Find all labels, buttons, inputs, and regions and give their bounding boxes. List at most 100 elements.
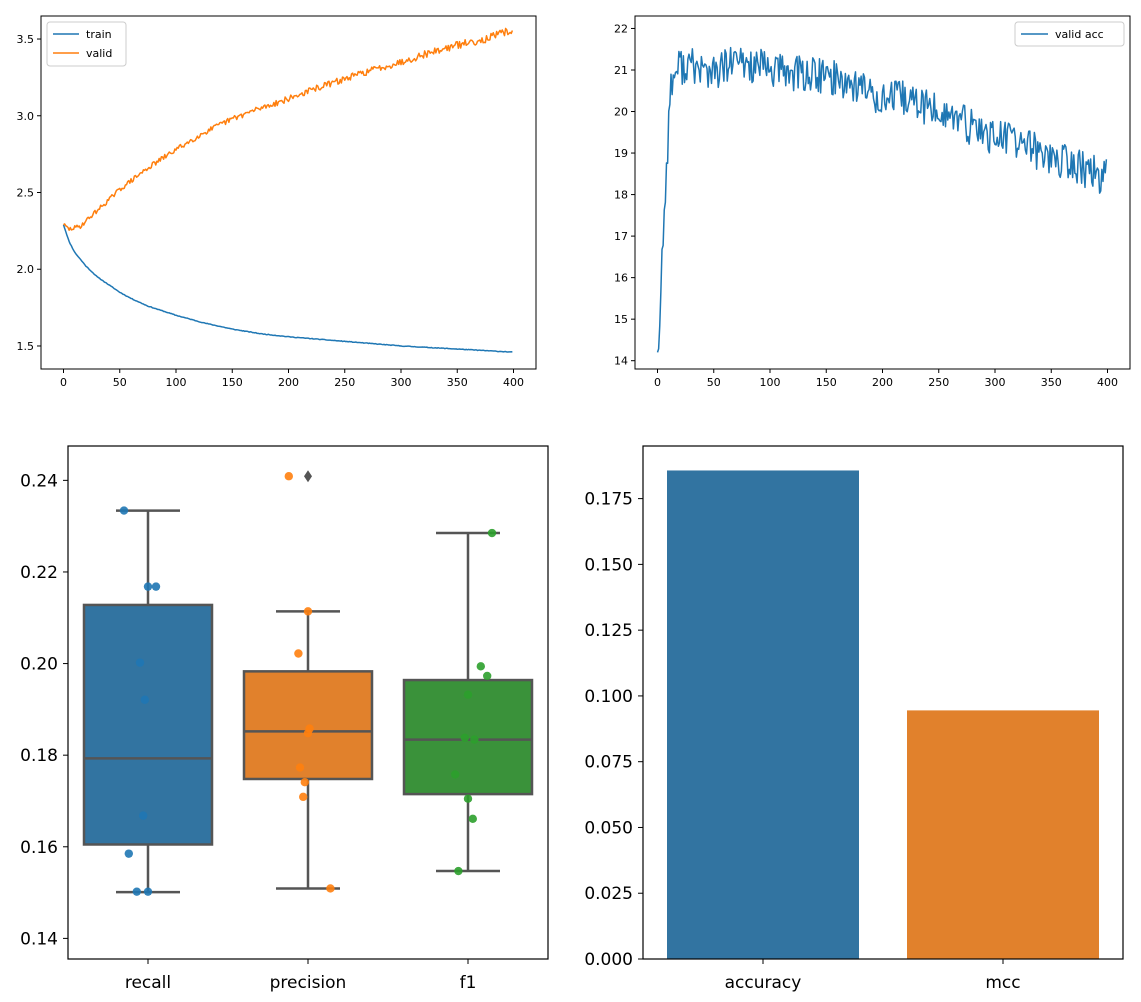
precision-data-point	[284, 472, 293, 481]
mcc-x-tick-label: mcc	[985, 973, 1020, 993]
legend-valid-acc-label: valid acc	[1055, 28, 1104, 41]
valid-acc-line-chart: 0 50 100 150 200 250 300 350 400 14 15 16 17 18 19 20 2…	[614, 15, 1131, 389]
loss-x-tick-label: 200	[278, 376, 299, 389]
loss-x-tick-label: 300	[391, 376, 412, 389]
acc-y-tick-label: 17	[614, 230, 628, 243]
f1-data-point	[463, 794, 473, 803]
f1-data-point	[468, 814, 477, 824]
bar-x-axis: accuracy mcc	[725, 959, 1021, 993]
loss-legend-box	[46, 21, 127, 67]
acc-y-tick-label: 21	[614, 64, 628, 77]
recall-data-point	[143, 582, 153, 591]
loss-series-valid	[63, 27, 514, 231]
acc-y-axis: 14 15 16 17 18 19 20 21 22	[614, 22, 635, 368]
box-plot-content	[82, 470, 534, 896]
loss-x-tick-label: 350	[447, 376, 468, 389]
precision-box	[242, 670, 374, 781]
f1-data-point	[460, 733, 469, 742]
loss-x-tick-label: 50	[113, 376, 127, 389]
acc-x-tick-label: 100	[760, 376, 781, 389]
loss-x-tick-label: 0	[60, 376, 67, 389]
accuracy-x-tick-label: accuracy	[725, 973, 802, 993]
f1-data-point	[451, 770, 460, 779]
acc-y-tick-label: 22	[614, 22, 628, 35]
bar-y-tick-label: 0.175	[584, 490, 633, 510]
box-y-tick-label: 0.14	[20, 929, 58, 949]
precision-x-tick-label: precision	[270, 973, 347, 993]
precision-outlier-marker	[304, 470, 312, 483]
bar-y-tick-label: 0.100	[584, 687, 633, 707]
f1-x-tick-label: f1	[460, 973, 477, 993]
loss-series-group	[62, 27, 514, 353]
box-y-tick-label: 0.16	[20, 838, 58, 858]
bar-y-tick-label: 0.025	[584, 884, 633, 904]
f1-data-point	[454, 866, 463, 876]
acc-x-axis: 0 50 100 150 200 250 300 350 400	[654, 369, 1118, 389]
box-y-tick-label: 0.20	[20, 655, 58, 675]
acc-series-group	[656, 46, 1108, 353]
recall-data-point	[135, 658, 145, 667]
loss-y-tick-label: 2.0	[17, 263, 35, 276]
acc-x-tick-label: 50	[707, 376, 721, 389]
precision-data-point	[303, 728, 313, 738]
loss-y-axis: 1.5 2.0 2.5 3.0 3.5	[17, 33, 41, 353]
accuracy-bar	[667, 470, 859, 959]
mcc-bar	[907, 710, 1099, 959]
f1-data-point	[463, 690, 473, 699]
precision-data-point	[326, 884, 335, 893]
loss-series-train	[62, 224, 513, 353]
bar-y-tick-label: 0.050	[584, 818, 633, 838]
recall-data-point	[140, 695, 149, 704]
acc-y-tick-label: 15	[614, 313, 628, 326]
box-x-axis: recall precision f1	[125, 959, 477, 993]
loss-line-chart: 0 50 100 150 200 250 300 350 400 1.5 2.0 2.5 3.0 3.5…	[17, 15, 537, 389]
loss-x-tick-label: 100	[166, 376, 187, 389]
precision-data-point	[299, 792, 308, 802]
acc-x-tick-label: 400	[1097, 376, 1118, 389]
metrics-box-plot: 0.14 0.16 0.18 0.20 0.22 0.24 recall precision…	[20, 445, 549, 993]
precision-data-point	[295, 763, 305, 772]
box-y-tick-label: 0.18	[20, 746, 58, 766]
box-y-axis: 0.14 0.16 0.18 0.20 0.22 0.24	[20, 471, 68, 949]
loss-x-axis: 0 50 100 150 200 250 300 350 400	[60, 369, 524, 389]
acc-x-tick-label: 200	[872, 376, 893, 389]
legend-train-label: train	[86, 28, 112, 41]
loss-legend: train valid	[46, 21, 127, 67]
recall-data-point	[132, 887, 141, 896]
acc-x-tick-label: 150	[816, 376, 837, 389]
acc-series-valid-acc	[656, 46, 1108, 353]
f1-data-point	[487, 528, 497, 538]
loss-y-tick-label: 3.0	[17, 110, 35, 123]
f1-box	[402, 678, 534, 796]
recall-data-point	[124, 849, 133, 858]
acc-y-tick-label: 20	[614, 106, 628, 119]
legend-valid-label: valid	[86, 47, 112, 60]
acc-legend-box	[1014, 21, 1125, 47]
f1-data-point	[470, 735, 479, 744]
f1-data-point	[476, 662, 485, 671]
acc-y-tick-label: 16	[614, 272, 628, 285]
acc-y-tick-label: 14	[614, 355, 628, 368]
bar-y-tick-label: 0.000	[584, 950, 633, 970]
recall-data-point	[151, 582, 161, 591]
loss-y-tick-label: 3.5	[17, 33, 35, 46]
bar-y-tick-label: 0.125	[584, 621, 633, 641]
recall-data-point	[139, 811, 148, 820]
bar-chart-content	[667, 470, 1099, 959]
loss-y-tick-label: 1.5	[17, 340, 35, 353]
box-y-tick-label: 0.22	[20, 563, 58, 583]
acc-x-tick-label: 350	[1041, 376, 1062, 389]
recall-box	[82, 603, 214, 846]
f1-data-point	[483, 671, 492, 681]
acc-y-tick-label: 19	[614, 147, 628, 160]
acc-legend: valid acc	[1014, 21, 1125, 47]
acc-y-tick-label: 18	[614, 189, 628, 202]
loss-x-tick-label: 150	[222, 376, 243, 389]
bar-y-tick-label: 0.075	[584, 753, 633, 773]
loss-x-tick-label: 250	[334, 376, 355, 389]
loss-x-tick-label: 400	[503, 376, 524, 389]
precision-data-point	[300, 777, 309, 787]
loss-y-tick-label: 2.5	[17, 187, 35, 200]
precision-data-point	[303, 607, 313, 616]
